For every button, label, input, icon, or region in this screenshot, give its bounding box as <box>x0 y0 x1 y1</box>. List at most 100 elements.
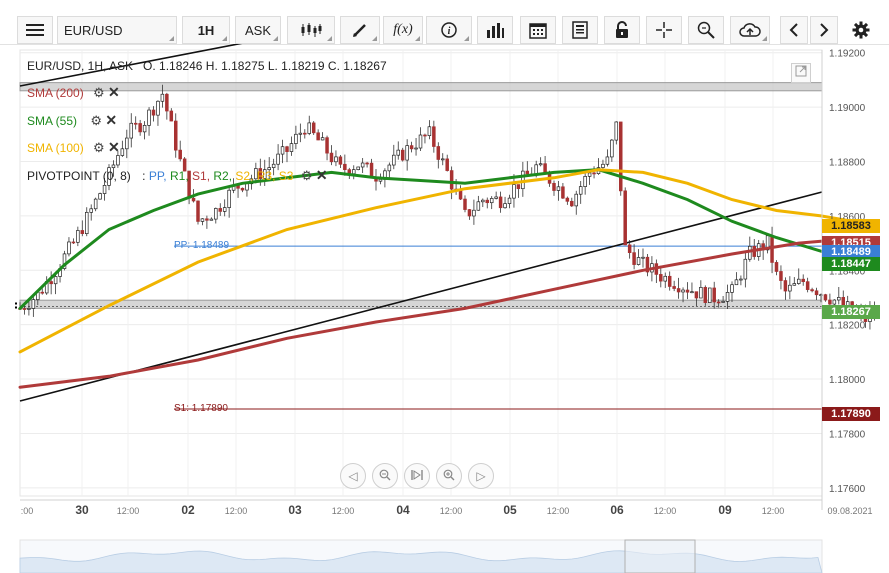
volume-button[interactable] <box>477 16 513 44</box>
lock-button[interactable] <box>604 16 640 44</box>
candle-body <box>725 292 730 302</box>
candle-body <box>699 287 703 299</box>
info-button[interactable]: i <box>426 16 472 44</box>
candle-body <box>378 179 383 182</box>
price-tag-value: 1.18267 <box>831 306 871 318</box>
plot-border <box>19 49 823 497</box>
close-icon[interactable]: ✕ <box>315 167 328 183</box>
chart-canvas[interactable]: 1.19200 1.19000 1.18800 1.18600 1.18400 1.182… <box>0 44 889 573</box>
candle-body <box>730 284 734 293</box>
candle-body <box>627 244 632 254</box>
select-corner-icon <box>762 36 767 41</box>
expand-button[interactable] <box>791 63 811 83</box>
candle-body <box>356 166 360 170</box>
scroll-left-button[interactable] <box>780 16 808 44</box>
pan-right-button[interactable]: ▷ <box>468 463 494 489</box>
candle-body <box>614 121 619 141</box>
pivot-r2-label: R2, <box>213 169 233 183</box>
timeframe-select[interactable]: 1H <box>182 16 230 44</box>
reset-view-button[interactable] <box>404 463 430 489</box>
y-tick-label: 1.17600 <box>829 484 866 495</box>
symbol-select[interactable]: EUR/USD <box>57 16 177 44</box>
cloud-button[interactable] <box>730 16 770 44</box>
candle-body <box>774 262 779 272</box>
candle-body <box>352 169 356 175</box>
candle-body <box>414 147 418 150</box>
candle-body <box>418 134 423 149</box>
gear-icon[interactable]: ⚙ <box>300 168 313 183</box>
candle-body <box>27 308 31 310</box>
candle-body <box>31 299 36 309</box>
candle-body <box>503 203 507 209</box>
candle-body <box>138 123 142 133</box>
candle-body <box>205 218 209 221</box>
pivot-r3-label: R3, <box>256 169 276 183</box>
zoom-button[interactable] <box>688 16 724 44</box>
zoom-in-button[interactable] <box>436 463 462 489</box>
select-corner-icon <box>222 36 227 41</box>
pencil-icon <box>352 22 368 38</box>
price-tag-sma100: 1.18583 <box>822 219 880 233</box>
candle-body <box>779 271 783 281</box>
candle-body <box>182 158 187 172</box>
candle-body <box>405 145 409 161</box>
timeframe-value: 1H <box>197 22 215 38</box>
candle-body <box>823 294 828 301</box>
gear-icon[interactable]: ⚙ <box>93 85 105 100</box>
candle-body <box>423 134 427 137</box>
candle-body <box>311 122 316 134</box>
svg-text:i: i <box>448 26 451 37</box>
pan-left-button[interactable]: ◁ <box>340 463 366 489</box>
candle-body <box>663 275 667 282</box>
pivot-sep: : <box>142 169 146 183</box>
crosshair-button[interactable] <box>646 16 682 44</box>
close-icon[interactable]: ✕ <box>108 139 120 155</box>
candle-body <box>89 208 93 213</box>
bar-chart-icon <box>486 22 504 38</box>
menu-button[interactable] <box>17 16 53 44</box>
candle-body <box>271 163 276 168</box>
uptrend-line <box>19 191 823 402</box>
hamburger-icon <box>26 23 44 37</box>
candle-body <box>445 158 449 171</box>
gear-icon[interactable]: ⚙ <box>90 113 103 128</box>
settings-button[interactable] <box>846 16 876 44</box>
price-type-select[interactable]: ASK <box>235 16 281 44</box>
candle-body <box>521 170 525 190</box>
zoom-out-button[interactable] <box>372 463 398 489</box>
candle-body <box>125 137 129 150</box>
crosshair-icon <box>655 21 673 39</box>
candle-body <box>516 184 521 190</box>
calendar-button[interactable] <box>520 16 556 44</box>
candle-body <box>67 241 71 255</box>
candle-body <box>369 162 374 178</box>
gear-icon[interactable]: ⚙ <box>93 140 105 155</box>
x-tick-label: 12:00 <box>332 506 355 516</box>
candle-body <box>338 156 343 165</box>
candle-body <box>681 289 685 293</box>
info-icon: i <box>441 22 457 38</box>
candle-body <box>400 149 405 161</box>
candle-body <box>169 110 174 122</box>
candle-body <box>552 182 556 191</box>
price-type-value: ASK <box>244 22 271 38</box>
candle-body <box>748 245 752 260</box>
candle-body <box>334 156 338 163</box>
navigator-panel[interactable] <box>19 539 823 573</box>
pivot-r1-label: R1, <box>169 169 189 183</box>
close-icon[interactable]: ✕ <box>105 112 118 128</box>
candle-body <box>409 145 414 150</box>
scroll-right-button[interactable] <box>810 16 838 44</box>
news-button[interactable] <box>562 16 598 44</box>
price-tag-s1: 1.17890 <box>822 407 880 421</box>
close-icon[interactable]: ✕ <box>108 84 120 100</box>
drawing-tools-button[interactable] <box>340 16 380 44</box>
candle-body <box>432 126 436 147</box>
low-value: L. 1.18219 <box>267 59 325 73</box>
candle-body <box>294 133 298 144</box>
candle-body <box>481 199 485 203</box>
instrument-line: EUR/USD, 1H, ASK <box>27 59 134 73</box>
chart-type-button[interactable] <box>287 16 335 44</box>
indicators-button[interactable]: f(x) <box>383 16 423 44</box>
chart-grid <box>19 49 823 497</box>
